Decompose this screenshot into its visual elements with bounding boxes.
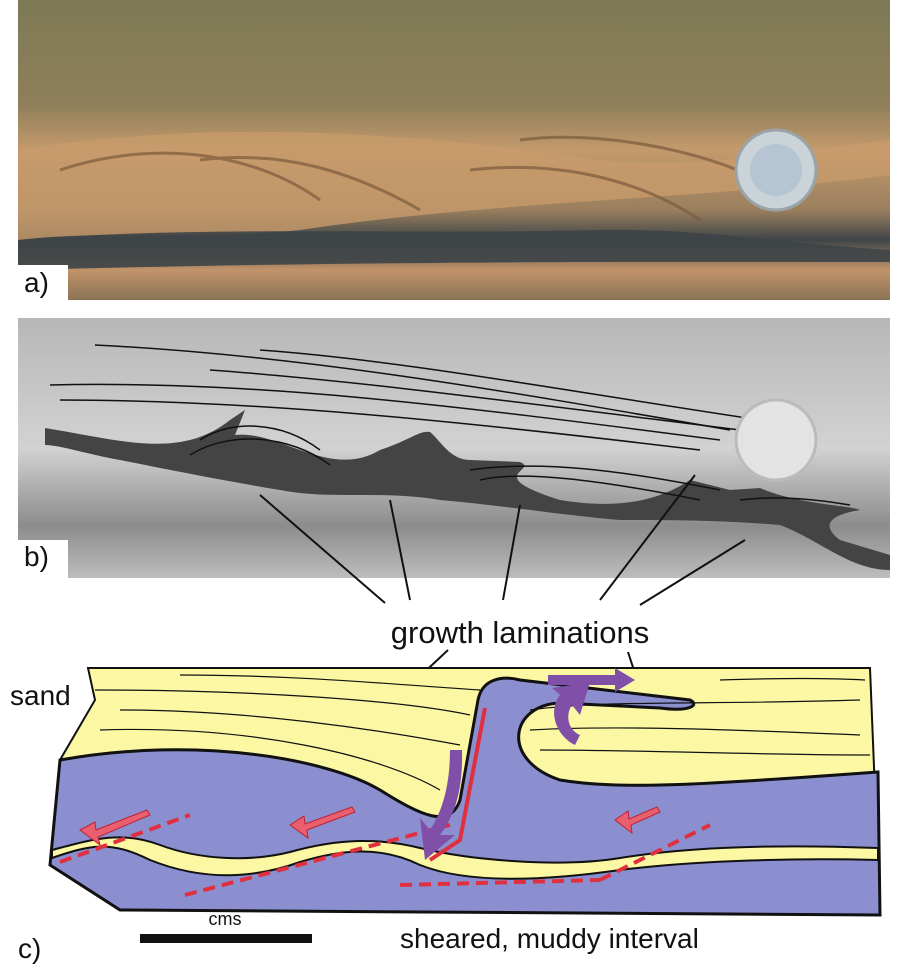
annotation: sheared, muddy interval (400, 923, 699, 954)
annotation: growth laminations (391, 615, 649, 650)
photo-a (18, 0, 890, 300)
sketch-c (48, 667, 882, 917)
panel-label: a) (24, 267, 49, 298)
panel-label: c) (18, 933, 41, 964)
panel-label: b) (24, 541, 49, 572)
scale-bar (140, 934, 312, 943)
annotation: sand (10, 680, 71, 711)
scale-label: cms (209, 909, 242, 929)
photo-b (18, 318, 890, 578)
